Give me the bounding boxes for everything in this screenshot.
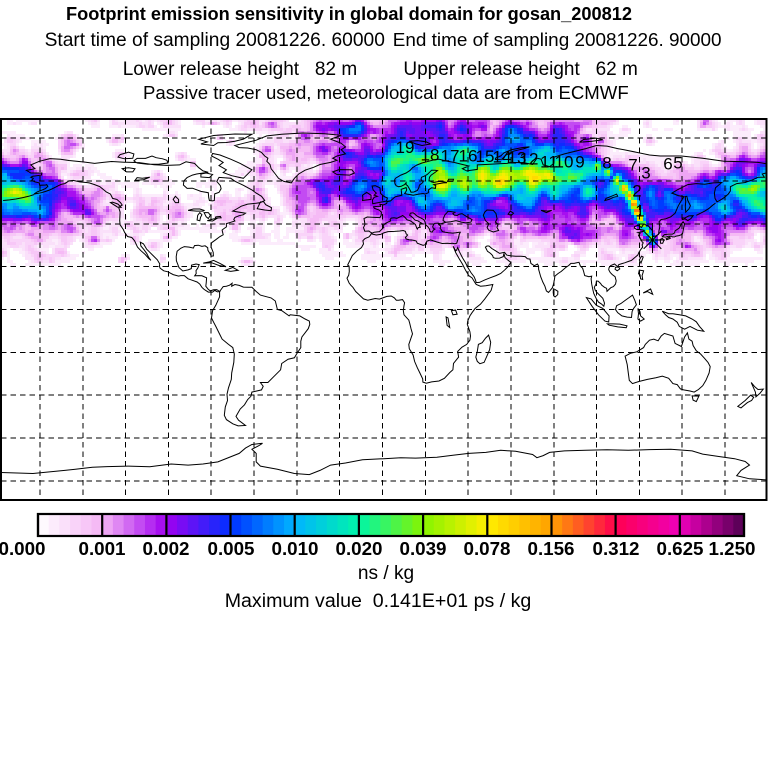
svg-text:10: 10 xyxy=(555,153,574,172)
svg-text:11: 11 xyxy=(540,153,558,172)
svg-text:18: 18 xyxy=(421,146,440,165)
svg-text:2: 2 xyxy=(632,182,641,201)
svg-text:3: 3 xyxy=(641,164,650,183)
svg-text:13: 13 xyxy=(508,149,527,168)
svg-text:16: 16 xyxy=(459,147,478,166)
svg-text:17: 17 xyxy=(441,147,460,166)
svg-text:15: 15 xyxy=(476,147,495,166)
svg-text:8: 8 xyxy=(602,154,611,173)
svg-text:1: 1 xyxy=(635,202,644,221)
svg-text:12: 12 xyxy=(520,150,539,169)
svg-text:14: 14 xyxy=(493,148,512,167)
svg-text:19: 19 xyxy=(396,138,415,157)
svg-text:5: 5 xyxy=(673,154,682,173)
svg-text:6: 6 xyxy=(663,155,672,174)
svg-text:7: 7 xyxy=(628,156,637,175)
svg-text:9: 9 xyxy=(575,153,584,172)
